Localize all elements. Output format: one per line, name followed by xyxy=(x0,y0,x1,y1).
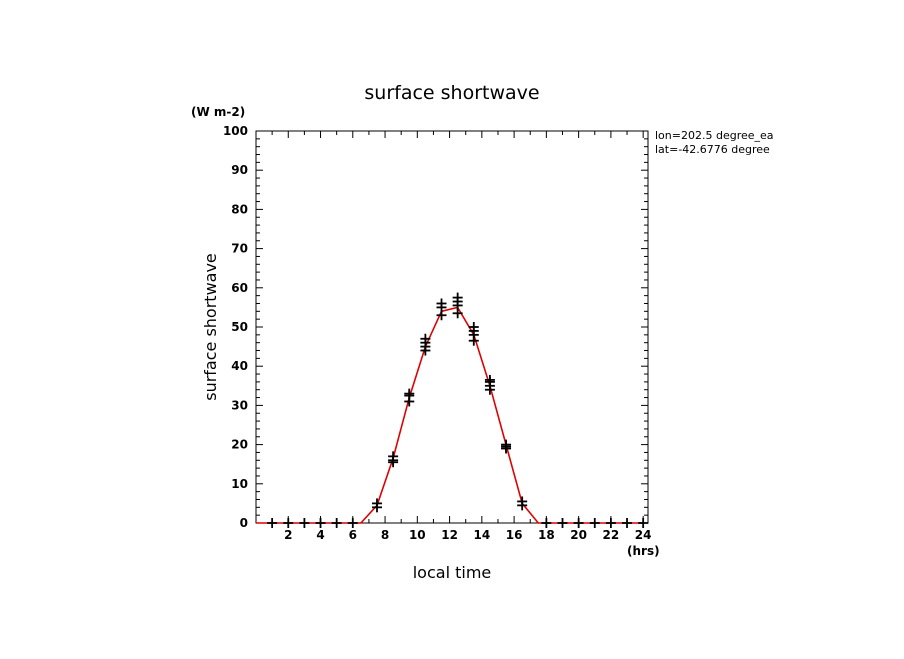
y-axis-title: surface shortwave xyxy=(201,253,220,401)
axis-ticks xyxy=(256,130,648,524)
data-point-marker xyxy=(573,518,584,528)
data-point-marker xyxy=(331,518,342,528)
y-tick-label: 30 xyxy=(231,398,248,412)
info-clip-mask xyxy=(779,126,904,158)
data-point-marker xyxy=(638,518,649,528)
x-unit-label: (hrs) xyxy=(627,544,660,558)
data-point-marker xyxy=(541,518,552,528)
x-tick-label: 10 xyxy=(409,528,426,542)
info-line-lon: lon=202.5 degree_ea xyxy=(655,129,774,142)
data-point-marker xyxy=(315,518,326,528)
y-tick-label: 70 xyxy=(231,242,248,256)
x-axis-title: local time xyxy=(413,563,492,582)
y-unit-label: (W m-2) xyxy=(191,105,245,119)
series-line xyxy=(256,306,644,524)
plot-frame xyxy=(255,130,649,524)
x-tick-label: 6 xyxy=(349,528,357,542)
x-tick-label: 12 xyxy=(441,528,458,542)
data-point-marker xyxy=(589,518,600,528)
data-point-marker xyxy=(420,341,431,352)
data-point-marker xyxy=(501,441,512,452)
data-point-marker xyxy=(622,518,633,528)
y-tick-label: 80 xyxy=(231,202,248,216)
axis-tick-labels: 2 4 6 8 10 12 14 16 18 20 22 2401020304050607080901… xyxy=(223,124,652,542)
x-tick-label: 20 xyxy=(570,528,587,542)
x-tick-label: 2 xyxy=(284,528,292,542)
chart-title: surface shortwave xyxy=(364,82,539,104)
y-tick-label: 20 xyxy=(231,438,248,452)
data-point-marker xyxy=(517,496,528,507)
data-point-marker xyxy=(388,457,399,468)
series-markers-layer xyxy=(267,292,649,528)
x-tick-label: 4 xyxy=(316,528,324,542)
x-tick-label: 18 xyxy=(538,528,555,542)
y-tick-label: 50 xyxy=(231,320,248,334)
x-tick-label: 16 xyxy=(506,528,523,542)
y-tick-label: 10 xyxy=(231,477,248,491)
x-tick-label: 8 xyxy=(381,528,389,542)
data-point-marker xyxy=(299,518,310,528)
data-point-marker xyxy=(484,374,495,385)
data-point-marker xyxy=(468,322,479,332)
info-line-lat: lat=-42.6776 degree xyxy=(655,143,770,156)
data-point-marker xyxy=(371,498,382,509)
data-point-marker xyxy=(267,518,278,528)
y-tick-label: 90 xyxy=(231,163,248,177)
x-tick-label: 24 xyxy=(635,528,652,542)
y-tick-label: 0 xyxy=(240,516,248,530)
data-point-marker xyxy=(452,292,463,303)
data-point-marker xyxy=(557,518,568,528)
series-line-layer xyxy=(256,306,644,524)
data-point-marker xyxy=(283,518,294,528)
y-tick-label: 40 xyxy=(231,359,248,373)
data-point-marker xyxy=(605,518,616,528)
data-point-marker xyxy=(347,518,358,528)
x-tick-label: 22 xyxy=(603,528,620,542)
data-point-marker xyxy=(404,388,415,399)
y-tick-label: 100 xyxy=(223,124,248,138)
x-tick-label: 14 xyxy=(473,528,490,542)
data-point-marker xyxy=(436,298,447,309)
y-tick-label: 60 xyxy=(231,281,248,295)
